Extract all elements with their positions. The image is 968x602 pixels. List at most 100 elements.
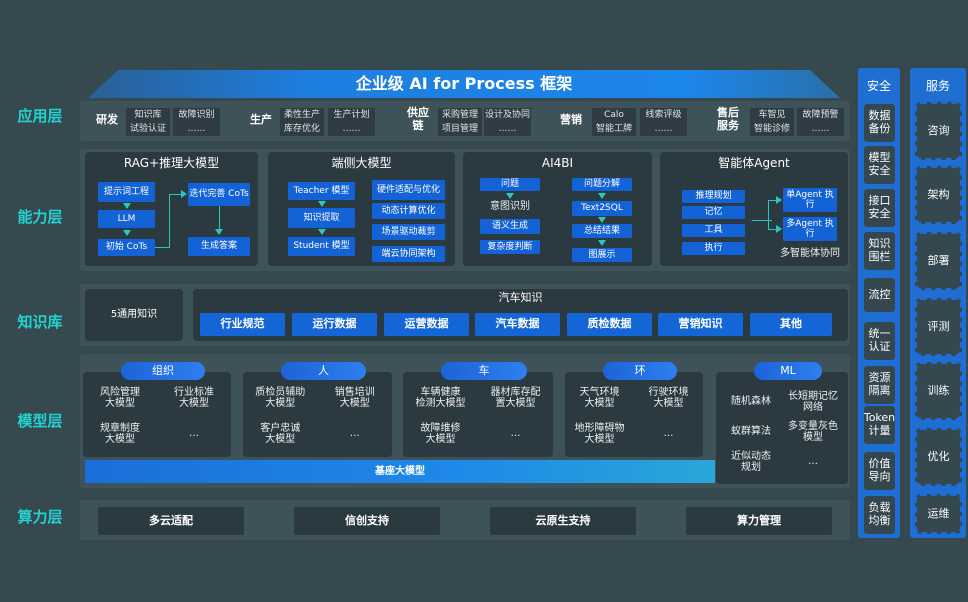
app-item[interactable]: 线索评级 [640, 108, 687, 122]
multi-agent-label: 多智能体协同 [780, 248, 840, 260]
ai4bi-step: 问题 [480, 178, 540, 191]
service-item[interactable]: 优化 [915, 428, 962, 486]
ai4bi-step: 复杂度判断 [480, 240, 540, 254]
rag-step: 初始 CoTs [98, 239, 155, 256]
knowledge-item[interactable]: 行业规范 [200, 313, 285, 336]
arrow-icon [506, 193, 514, 199]
model-group-pill: 车 [441, 362, 527, 380]
app-item[interactable]: 库存优化 [280, 122, 324, 136]
app-group-label: 营销 [560, 112, 582, 126]
security-item[interactable]: 知识 围栏 [864, 232, 895, 270]
service-item[interactable]: 评测 [915, 298, 962, 356]
knowledge-item[interactable]: 营销知识 [658, 313, 743, 336]
edge-feature: 动态计算优化 [372, 203, 445, 219]
app-item[interactable]: 智能诊修 [750, 122, 794, 136]
app-item-more[interactable]: …… [328, 122, 375, 136]
app-item[interactable]: 车智见 [750, 108, 794, 122]
model-group-panel [716, 372, 848, 484]
model-item: 行业标准 大模型 [174, 386, 214, 410]
security-item[interactable]: 统一 认证 [864, 322, 895, 360]
app-item[interactable]: 故障识别 [173, 108, 220, 122]
security-item[interactable]: 资源 隔离 [864, 366, 895, 404]
service-item[interactable]: 训练 [915, 362, 962, 420]
app-item-more[interactable]: …… [797, 122, 844, 136]
layer-label: 应用层 [17, 107, 63, 126]
ai4bi-step-text: 意图识别 [490, 201, 530, 213]
connector-line [752, 220, 772, 221]
model-item: 行驶环境 大模型 [648, 386, 689, 410]
connector-line [155, 247, 169, 248]
compute-item[interactable]: 云原生支持 [490, 507, 636, 535]
model-item: 风险管理 大模型 [100, 386, 140, 410]
app-item[interactable]: 知识库 [126, 108, 170, 122]
agent-title: 智能体Agent [718, 156, 790, 171]
app-group-label: 售后服务 [717, 106, 739, 132]
model-item: … [510, 428, 521, 440]
arrow-icon [598, 217, 606, 223]
security-item[interactable]: 接口 安全 [864, 189, 895, 227]
compute-item[interactable]: 多云适配 [98, 507, 244, 535]
connector-line [768, 200, 769, 230]
app-item-more[interactable]: …… [484, 122, 531, 136]
security-item[interactable]: Token 计量 [864, 406, 895, 444]
model-item: … [663, 428, 674, 440]
security-item[interactable]: 负载 均衡 [864, 496, 895, 534]
ai4bi-step: 问题分解 [572, 178, 632, 191]
security-item[interactable]: 数据 备份 [864, 104, 895, 142]
compute-item[interactable]: 算力管理 [686, 507, 832, 535]
model-item: 长短期记忆 网络 [788, 390, 838, 414]
model-item: 蚁群算法 [731, 426, 771, 438]
arrow-icon [123, 203, 131, 209]
layer-label: 知识库 [17, 313, 63, 332]
service-item[interactable]: 架构 [915, 166, 962, 224]
app-item-more[interactable]: …… [173, 122, 220, 136]
layer-label: 能力层 [17, 208, 63, 227]
framework-title: 企业级 AI for Process 框架 [88, 70, 840, 98]
app-item[interactable]: Calo [592, 108, 636, 122]
model-group-panel [243, 372, 392, 457]
app-item[interactable]: 项目管理 [438, 122, 482, 136]
knowledge-item[interactable]: 质检数据 [567, 313, 652, 336]
model-group-panel [83, 372, 231, 457]
security-title: 安全 [866, 79, 891, 94]
app-item-more[interactable]: …… [640, 122, 687, 136]
edge-title: 端侧大模型 [331, 156, 392, 171]
app-item[interactable]: 采购管理 [438, 108, 482, 122]
app-item[interactable]: 试验认证 [126, 122, 170, 136]
layer-label: 算力层 [17, 508, 63, 527]
service-item[interactable]: 运维 [915, 494, 962, 534]
knowledge-item[interactable]: 运行数据 [292, 313, 377, 336]
knowledge-item[interactable]: 运营数据 [384, 313, 469, 336]
connector-line [768, 229, 776, 230]
app-item[interactable]: 柔性生产 [280, 108, 324, 122]
knowledge-item[interactable]: 汽车数据 [475, 313, 560, 336]
rag-step: LLM [98, 210, 155, 228]
model-group-pill: 组织 [121, 362, 205, 380]
arrow-icon [318, 201, 326, 207]
service-item[interactable]: 部署 [915, 232, 962, 290]
security-item[interactable]: 模型 安全 [864, 146, 895, 184]
ai4bi-step: 总结结果 [572, 224, 632, 238]
security-item[interactable]: 流控 [864, 278, 895, 312]
model-item: 客户忠诚 大模型 [260, 422, 301, 446]
ai4bi-step: Text2SQL [572, 201, 632, 216]
service-item[interactable]: 咨询 [915, 102, 962, 160]
model-item: 规章制度 大模型 [100, 422, 140, 446]
arrow-icon [598, 193, 606, 199]
model-item: 近似动态 规划 [731, 450, 771, 474]
multi-agent-box: 多Agent 执行 [783, 217, 837, 241]
app-item[interactable]: 生产计划 [328, 108, 375, 122]
knowledge-item[interactable]: 其他 [750, 313, 832, 336]
arrow-icon [123, 230, 131, 236]
compute-item[interactable]: 信创支持 [294, 507, 440, 535]
security-item[interactable]: 价值 导向 [864, 452, 895, 490]
arrow-icon [598, 240, 606, 246]
model-item: 天气环境 大模型 [579, 386, 620, 410]
connector-line [169, 194, 181, 195]
agent-capability: 记忆 [682, 206, 745, 219]
arrow-icon [215, 229, 223, 235]
app-item[interactable]: 设计及协同 [484, 108, 531, 122]
connector-line [219, 206, 220, 230]
app-item[interactable]: 智能工牌 [592, 122, 636, 136]
app-item[interactable]: 故障预警 [797, 108, 844, 122]
